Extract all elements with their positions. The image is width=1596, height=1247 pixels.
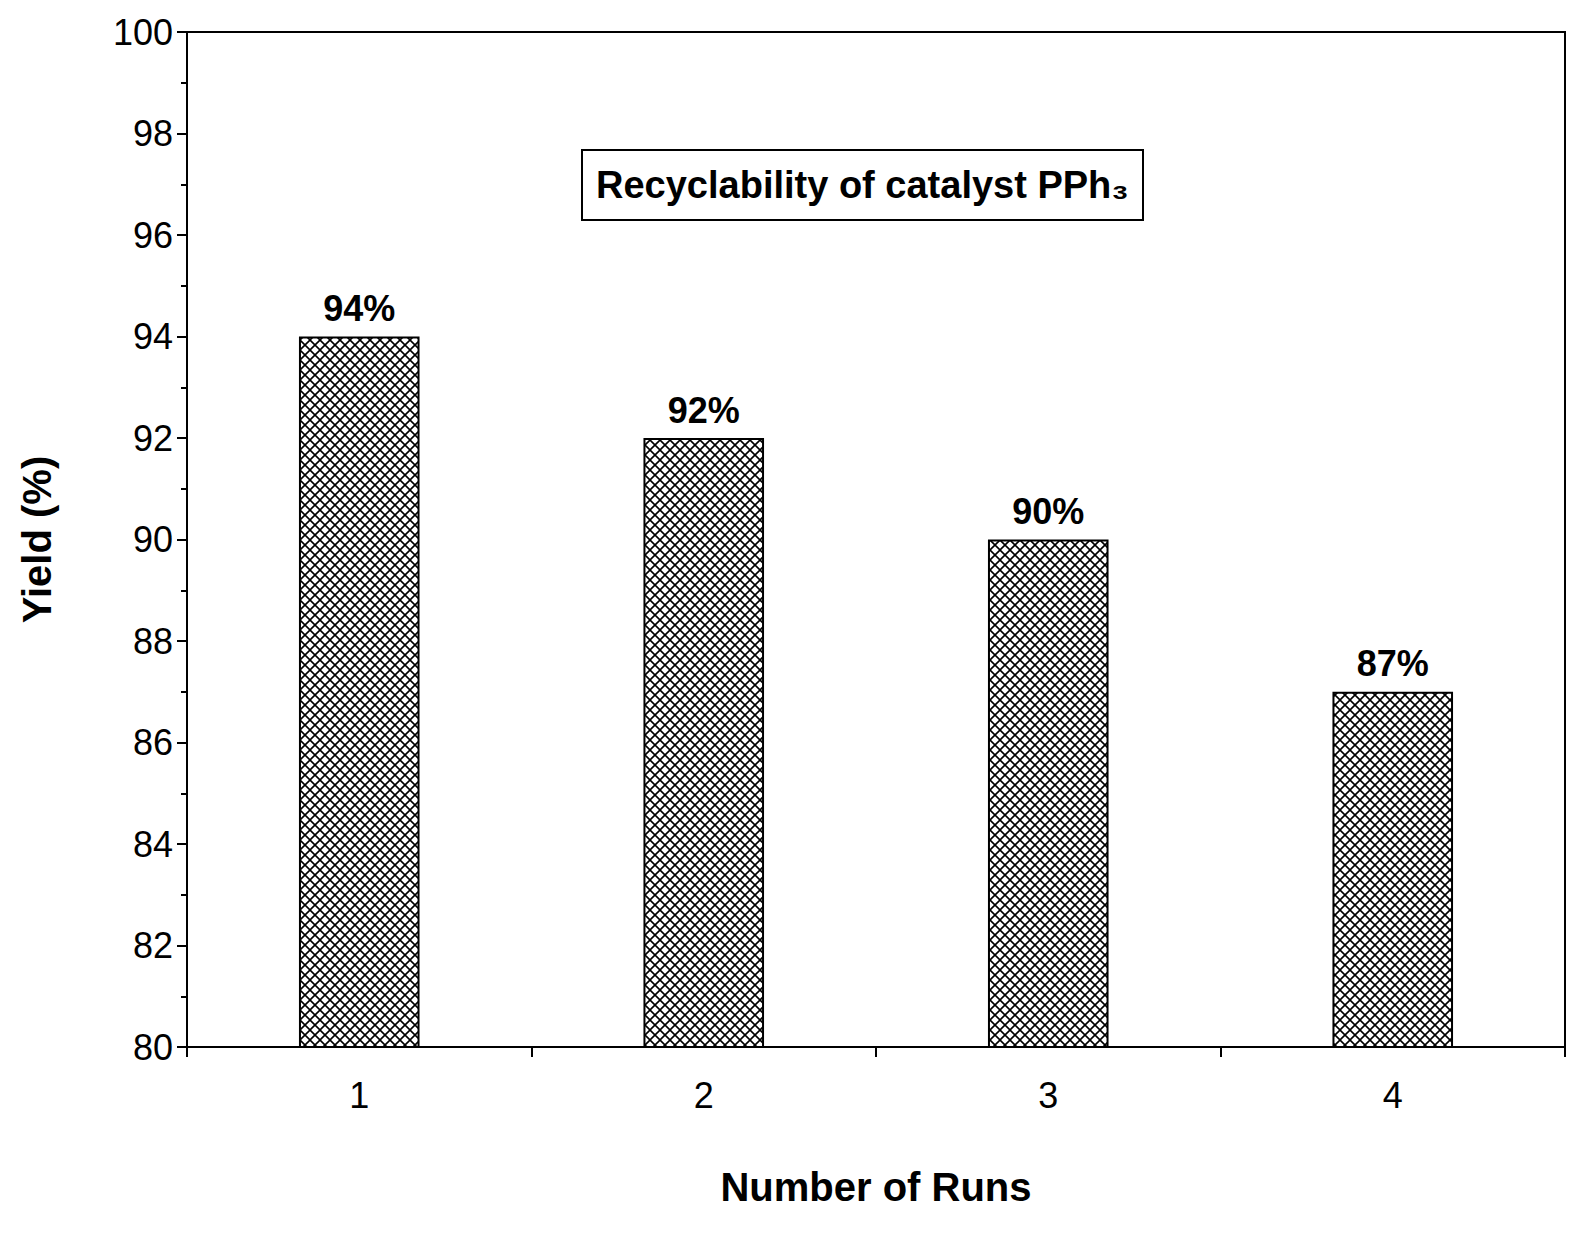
svg-text:90%: 90% <box>1012 491 1084 532</box>
svg-text:84: 84 <box>133 824 173 865</box>
svg-text:88: 88 <box>133 621 173 662</box>
svg-text:90: 90 <box>133 519 173 560</box>
svg-text:4: 4 <box>1383 1075 1403 1116</box>
svg-text:92: 92 <box>133 418 173 459</box>
svg-text:87%: 87% <box>1357 643 1429 684</box>
svg-text:80: 80 <box>133 1027 173 1068</box>
svg-text:94%: 94% <box>323 288 395 329</box>
svg-text:82: 82 <box>133 925 173 966</box>
svg-text:98: 98 <box>133 113 173 154</box>
svg-text:2: 2 <box>694 1075 714 1116</box>
svg-text:94: 94 <box>133 316 173 357</box>
svg-text:3: 3 <box>1038 1075 1058 1116</box>
svg-text:96: 96 <box>133 215 173 256</box>
svg-text:86: 86 <box>133 722 173 763</box>
svg-text:Recyclability of catalyst PPh₃: Recyclability of catalyst PPh₃ <box>596 164 1129 206</box>
svg-text:92%: 92% <box>668 390 740 431</box>
svg-text:Number of Runs: Number of Runs <box>720 1165 1031 1209</box>
svg-text:100: 100 <box>113 12 173 53</box>
svg-text:1: 1 <box>349 1075 369 1116</box>
svg-text:Yield (%): Yield (%) <box>15 456 59 623</box>
